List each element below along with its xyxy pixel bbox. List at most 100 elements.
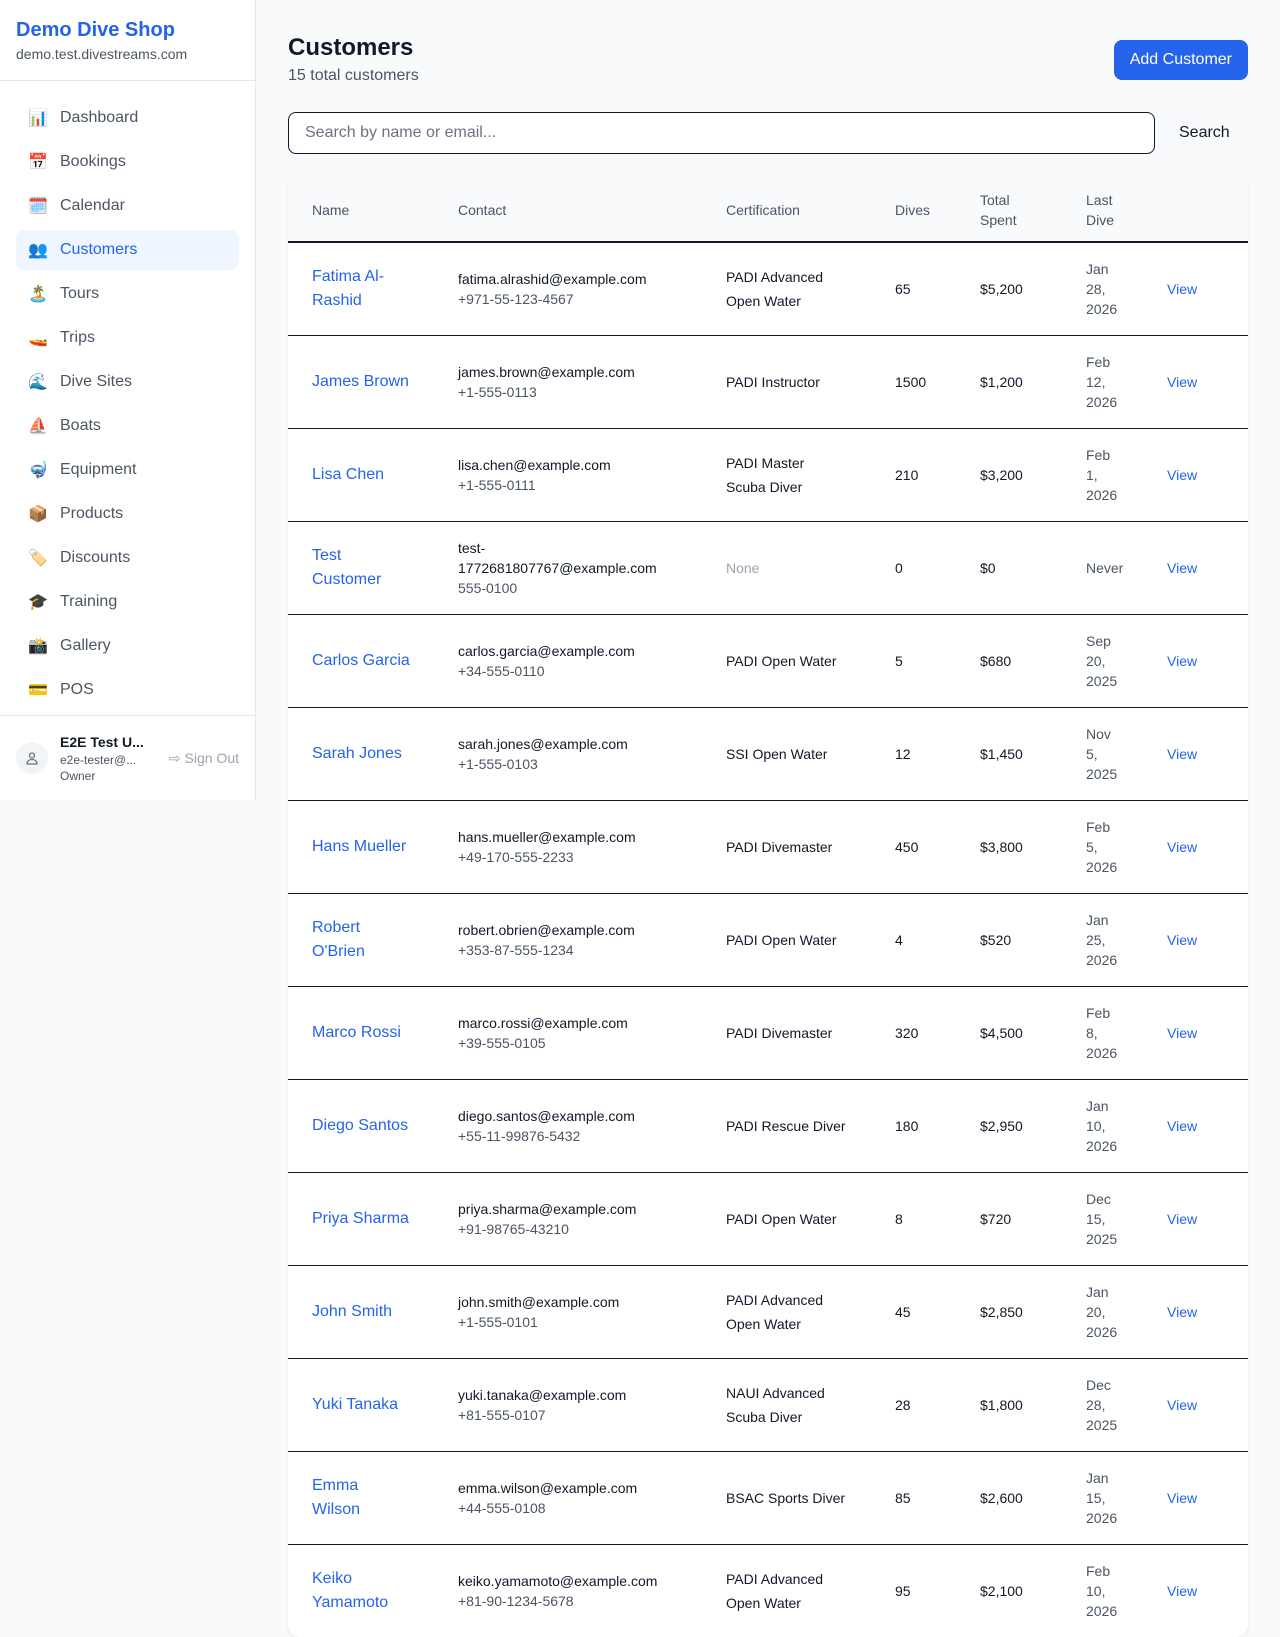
last-dive: Feb 5, 2026 (1086, 817, 1119, 877)
customer-name-link[interactable]: Test Customer (312, 544, 410, 592)
certification: NAUI Advanced Scuba Diver (726, 1381, 847, 1429)
customer-name-link[interactable]: Yuki Tanaka (312, 1393, 410, 1417)
dives: 95 (871, 1545, 956, 1637)
certification: PADI Master Scuba Diver (726, 451, 847, 499)
dives: 28 (871, 1359, 956, 1452)
view-customer-link[interactable]: View (1167, 1211, 1197, 1227)
customer-name-link[interactable]: James Brown (312, 370, 410, 394)
total-spent: $1,200 (956, 336, 1062, 429)
add-customer-button[interactable]: Add Customer (1114, 40, 1248, 80)
customer-name-link[interactable]: Carlos Garcia (312, 649, 410, 673)
view-customer-link[interactable]: View (1167, 281, 1197, 297)
view-customer-link[interactable]: View (1167, 374, 1197, 390)
sidebar-item-calendar[interactable]: 🗓️Calendar (16, 186, 239, 226)
dives: 180 (871, 1080, 956, 1173)
view-customer-link[interactable]: View (1167, 1118, 1197, 1134)
customer-name-link[interactable]: Sarah Jones (312, 742, 410, 766)
customer-email: sarah.jones@example.com (458, 734, 678, 754)
sidebar-item-training[interactable]: 🎓Training (16, 582, 239, 622)
customer-phone: +81-555-0107 (458, 1405, 678, 1425)
sidebar-item-dashboard[interactable]: 📊Dashboard (16, 98, 239, 138)
search-button[interactable]: Search (1179, 124, 1230, 142)
customer-name-link[interactable]: Keiko Yamamoto (312, 1567, 410, 1615)
certification: PADI Advanced Open Water (726, 265, 847, 313)
dives: 5 (871, 615, 956, 708)
certification: PADI Divemaster (726, 1021, 847, 1045)
customer-name-link[interactable]: Marco Rossi (312, 1021, 410, 1045)
package-icon: 📦 (28, 504, 48, 524)
total-spent: $2,950 (956, 1080, 1062, 1173)
view-customer-link[interactable]: View (1167, 1490, 1197, 1506)
total-spent: $720 (956, 1173, 1062, 1266)
shop-domain: demo.test.divestreams.com (16, 44, 239, 64)
column-header: Dives (871, 178, 956, 242)
view-customer-link[interactable]: View (1167, 467, 1197, 483)
sidebar-item-label: Boats (60, 417, 101, 435)
customer-email: lisa.chen@example.com (458, 455, 678, 475)
customer-phone: 555-0100 (458, 578, 678, 598)
view-customer-link[interactable]: View (1167, 560, 1197, 576)
table-row: Robert O'Brien robert.obrien@example.com… (288, 894, 1248, 987)
sidebar-item-label: Equipment (60, 461, 137, 479)
customer-email: james.brown@example.com (458, 362, 678, 382)
customer-email: diego.santos@example.com (458, 1106, 678, 1126)
table-row: Marco Rossi marco.rossi@example.com+39-5… (288, 987, 1248, 1080)
total-spent: $3,800 (956, 801, 1062, 894)
customer-phone: +1-555-0113 (458, 382, 678, 402)
sidebar-item-boats[interactable]: ⛵Boats (16, 406, 239, 446)
sidebar-item-discounts[interactable]: 🏷️Discounts (16, 538, 239, 578)
user-name: E2E Test U... (60, 732, 169, 752)
customer-name-link[interactable]: Priya Sharma (312, 1207, 410, 1231)
column-header: Last Dive (1062, 178, 1143, 242)
customer-phone: +55-11-99876-5432 (458, 1126, 678, 1146)
customer-name-link[interactable]: Diego Santos (312, 1114, 410, 1138)
total-spent: $680 (956, 615, 1062, 708)
last-dive: Feb 10, 2026 (1086, 1561, 1119, 1621)
dives: 1500 (871, 336, 956, 429)
customer-email: hans.mueller@example.com (458, 827, 678, 847)
shop-name[interactable]: Demo Dive Shop (16, 16, 239, 44)
search-input[interactable] (288, 112, 1155, 154)
sidebar-item-dive-sites[interactable]: 🌊Dive Sites (16, 362, 239, 402)
customer-phone: +49-170-555-2233 (458, 847, 678, 867)
sidebar-item-label: Trips (60, 329, 95, 347)
total-spent: $4,500 (956, 987, 1062, 1080)
user-email: e2e-tester@... (60, 752, 169, 768)
last-dive: Feb 8, 2026 (1086, 1003, 1119, 1063)
view-customer-link[interactable]: View (1167, 746, 1197, 762)
view-customer-link[interactable]: View (1167, 653, 1197, 669)
dives: 4 (871, 894, 956, 987)
sidebar-item-gallery[interactable]: 📸Gallery (16, 626, 239, 666)
dives: 320 (871, 987, 956, 1080)
customer-phone: +1-555-0101 (458, 1312, 678, 1332)
view-customer-link[interactable]: View (1167, 1025, 1197, 1041)
sidebar-item-products[interactable]: 📦 Products (16, 494, 239, 534)
view-customer-link[interactable]: View (1167, 839, 1197, 855)
view-customer-link[interactable]: View (1167, 932, 1197, 948)
sidebar-item-pos[interactable]: 💳POS (16, 670, 239, 710)
sign-out-button[interactable]: ⇨ Sign Out (169, 750, 239, 767)
sidebar-item-trips[interactable]: 🚤 Trips (16, 318, 239, 358)
table-row: Priya Sharma priya.sharma@example.com+91… (288, 1173, 1248, 1266)
view-customer-link[interactable]: View (1167, 1304, 1197, 1320)
certification: PADI Rescue Diver (726, 1114, 847, 1138)
customer-name-link[interactable]: John Smith (312, 1300, 410, 1324)
customer-name-link[interactable]: Emma Wilson (312, 1474, 410, 1522)
sidebar-item-tours[interactable]: 🏝️Tours (16, 274, 239, 314)
table-row: Keiko Yamamoto keiko.yamamoto@example.co… (288, 1545, 1248, 1637)
customer-name-link[interactable]: Fatima Al-Rashid (312, 265, 410, 313)
sidebar-item-bookings[interactable]: 📅Bookings (16, 142, 239, 182)
sidebar-item-equipment[interactable]: 🤿Equipment (16, 450, 239, 490)
customer-name-link[interactable]: Robert O'Brien (312, 916, 410, 964)
total-spent: $3,200 (956, 429, 1062, 522)
view-customer-link[interactable]: View (1167, 1583, 1197, 1599)
sidebar-item-label: Products (60, 505, 123, 523)
dives: 450 (871, 801, 956, 894)
user-role: Owner (60, 768, 169, 784)
view-customer-link[interactable]: View (1167, 1397, 1197, 1413)
customer-name-link[interactable]: Lisa Chen (312, 463, 410, 487)
speedboat-icon: 🚤 (28, 328, 48, 348)
sidebar-item-customers[interactable]: 👥Customers (16, 230, 239, 270)
customer-name-link[interactable]: Hans Mueller (312, 835, 410, 859)
